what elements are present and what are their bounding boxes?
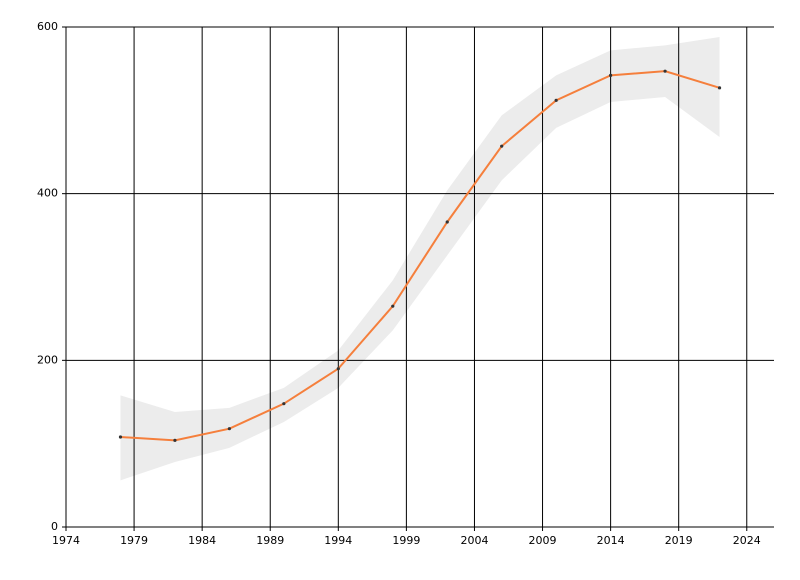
- y-tick-label: 600: [37, 20, 58, 33]
- point: [118, 435, 123, 439]
- x-tick-label: 2009: [529, 534, 557, 547]
- x-tick-label: 2019: [665, 534, 693, 547]
- x-tick-label: 2024: [733, 534, 761, 547]
- y-tick-label: 400: [37, 187, 58, 200]
- x-tick-label: 1979: [120, 534, 148, 547]
- x-tick-label: 2004: [460, 534, 488, 547]
- point: [500, 144, 504, 148]
- point: [717, 86, 722, 90]
- x-tick-label: 1984: [188, 534, 216, 547]
- x-tick-label: 1974: [52, 534, 80, 547]
- x-tick-label: 1994: [324, 534, 352, 547]
- line: [120, 70, 720, 442]
- y-tick-label: 200: [37, 353, 58, 366]
- point: [609, 73, 613, 77]
- x-tick-label: 1989: [256, 534, 284, 547]
- x-tick-label: 2014: [597, 534, 625, 547]
- x-tick-label: 1999: [392, 534, 420, 547]
- y-tick-label: 0: [51, 520, 58, 533]
- point: [173, 438, 177, 442]
- confidence-band: [120, 37, 720, 481]
- point: [282, 402, 286, 406]
- point: [554, 98, 558, 102]
- point: [445, 220, 449, 224]
- point: [227, 427, 231, 431]
- point: [663, 69, 667, 73]
- point: [336, 367, 340, 371]
- point: [391, 304, 395, 308]
